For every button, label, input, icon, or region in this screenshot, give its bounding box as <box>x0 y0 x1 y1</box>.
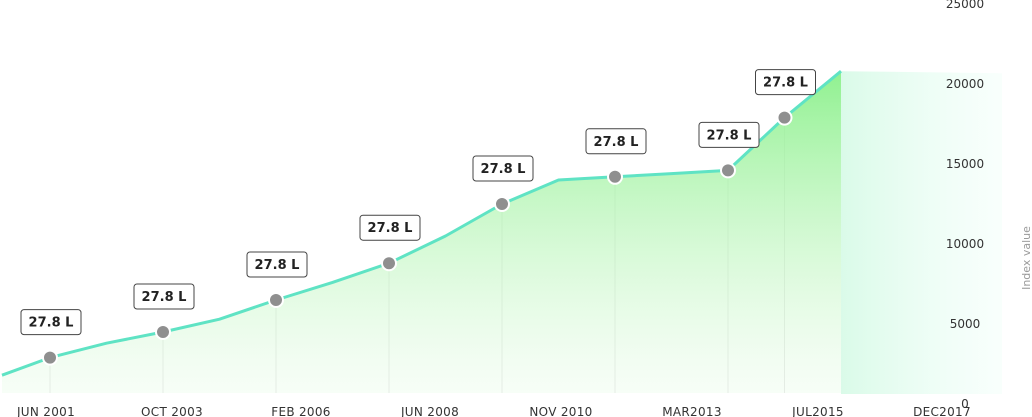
y-tick-label: 25000 <box>946 0 984 11</box>
area-series <box>1 70 842 393</box>
data-label-8: 27.8 L <box>755 69 816 96</box>
y-axis: Index value 0 5000 10000 15000 20000 25000 <box>946 0 1032 411</box>
y-axis-label: Index value <box>1020 226 1032 290</box>
data-label-text: 27.8 L <box>763 76 808 91</box>
y-tick-label: 15000 <box>946 157 984 171</box>
data-point-2[interactable] <box>155 324 171 340</box>
y-tick-label: 20000 <box>946 77 984 91</box>
data-label-box <box>698 121 760 148</box>
background-depth-panel <box>841 71 1002 394</box>
data-label-7: 27.8 L <box>698 121 760 148</box>
x-tick-label: JUL2015 <box>791 405 844 417</box>
data-label-5: 27.8 L <box>472 155 534 182</box>
data-label-1: 27.8 L <box>20 309 82 336</box>
data-point-7[interactable] <box>720 162 736 179</box>
x-tick-label: NOV 2010 <box>529 405 592 417</box>
data-label-text: 27.8 L <box>594 135 639 150</box>
data-label-box <box>585 128 647 155</box>
y-tick-label: 0 <box>961 397 969 411</box>
data-label-box <box>359 214 421 241</box>
data-label-text: 27.8 L <box>368 221 413 236</box>
data-label-box <box>133 283 195 310</box>
data-label-text: 27.8 L <box>707 128 752 143</box>
x-tick-label: JUN 2008 <box>400 405 459 417</box>
x-tick-label: OCT 2003 <box>141 405 203 417</box>
data-label-box <box>246 251 308 278</box>
data-points <box>42 109 793 366</box>
data-point-1[interactable] <box>42 349 58 366</box>
data-label-4: 27.8 L <box>359 214 421 241</box>
data-label-6: 27.8 L <box>585 128 647 155</box>
data-label-box <box>472 155 534 182</box>
data-label-box <box>755 69 816 96</box>
x-tick-label: MAR2013 <box>662 405 722 417</box>
area-fill <box>2 71 841 393</box>
series-line <box>1 70 842 377</box>
data-labels: 27.8 L 27.8 L 27.8 L 27.8 L 27.8 L 27.8 L 27.8… <box>20 69 816 336</box>
data-label-text: 27.8 L <box>255 258 300 273</box>
x-tick-label: DEC2017 <box>913 405 971 417</box>
data-label-text: 27.8 L <box>142 290 187 305</box>
x-axis: JUN 2001 OCT 2003 FEB 2006 JUN 2008 NOV 2010… <box>16 405 971 417</box>
chart-background <box>841 71 1002 394</box>
y-tick-label: 10000 <box>946 237 984 251</box>
x-tick-label: FEB 2006 <box>271 405 330 417</box>
data-label-text: 27.8 L <box>481 162 526 177</box>
data-point-3[interactable] <box>268 292 284 308</box>
data-label-2: 27.8 L <box>133 283 195 310</box>
y-tick-label: 5000 <box>950 317 981 331</box>
data-label-text: 27.8 L <box>29 316 74 331</box>
data-point-4[interactable] <box>381 255 397 272</box>
data-label-3: 27.8 L <box>246 251 308 278</box>
data-label-box <box>20 309 82 336</box>
data-point-6[interactable] <box>607 168 623 185</box>
data-point-5[interactable] <box>494 196 510 212</box>
x-tick-label: JUN 2001 <box>16 405 75 417</box>
data-point-8[interactable] <box>776 109 793 126</box>
